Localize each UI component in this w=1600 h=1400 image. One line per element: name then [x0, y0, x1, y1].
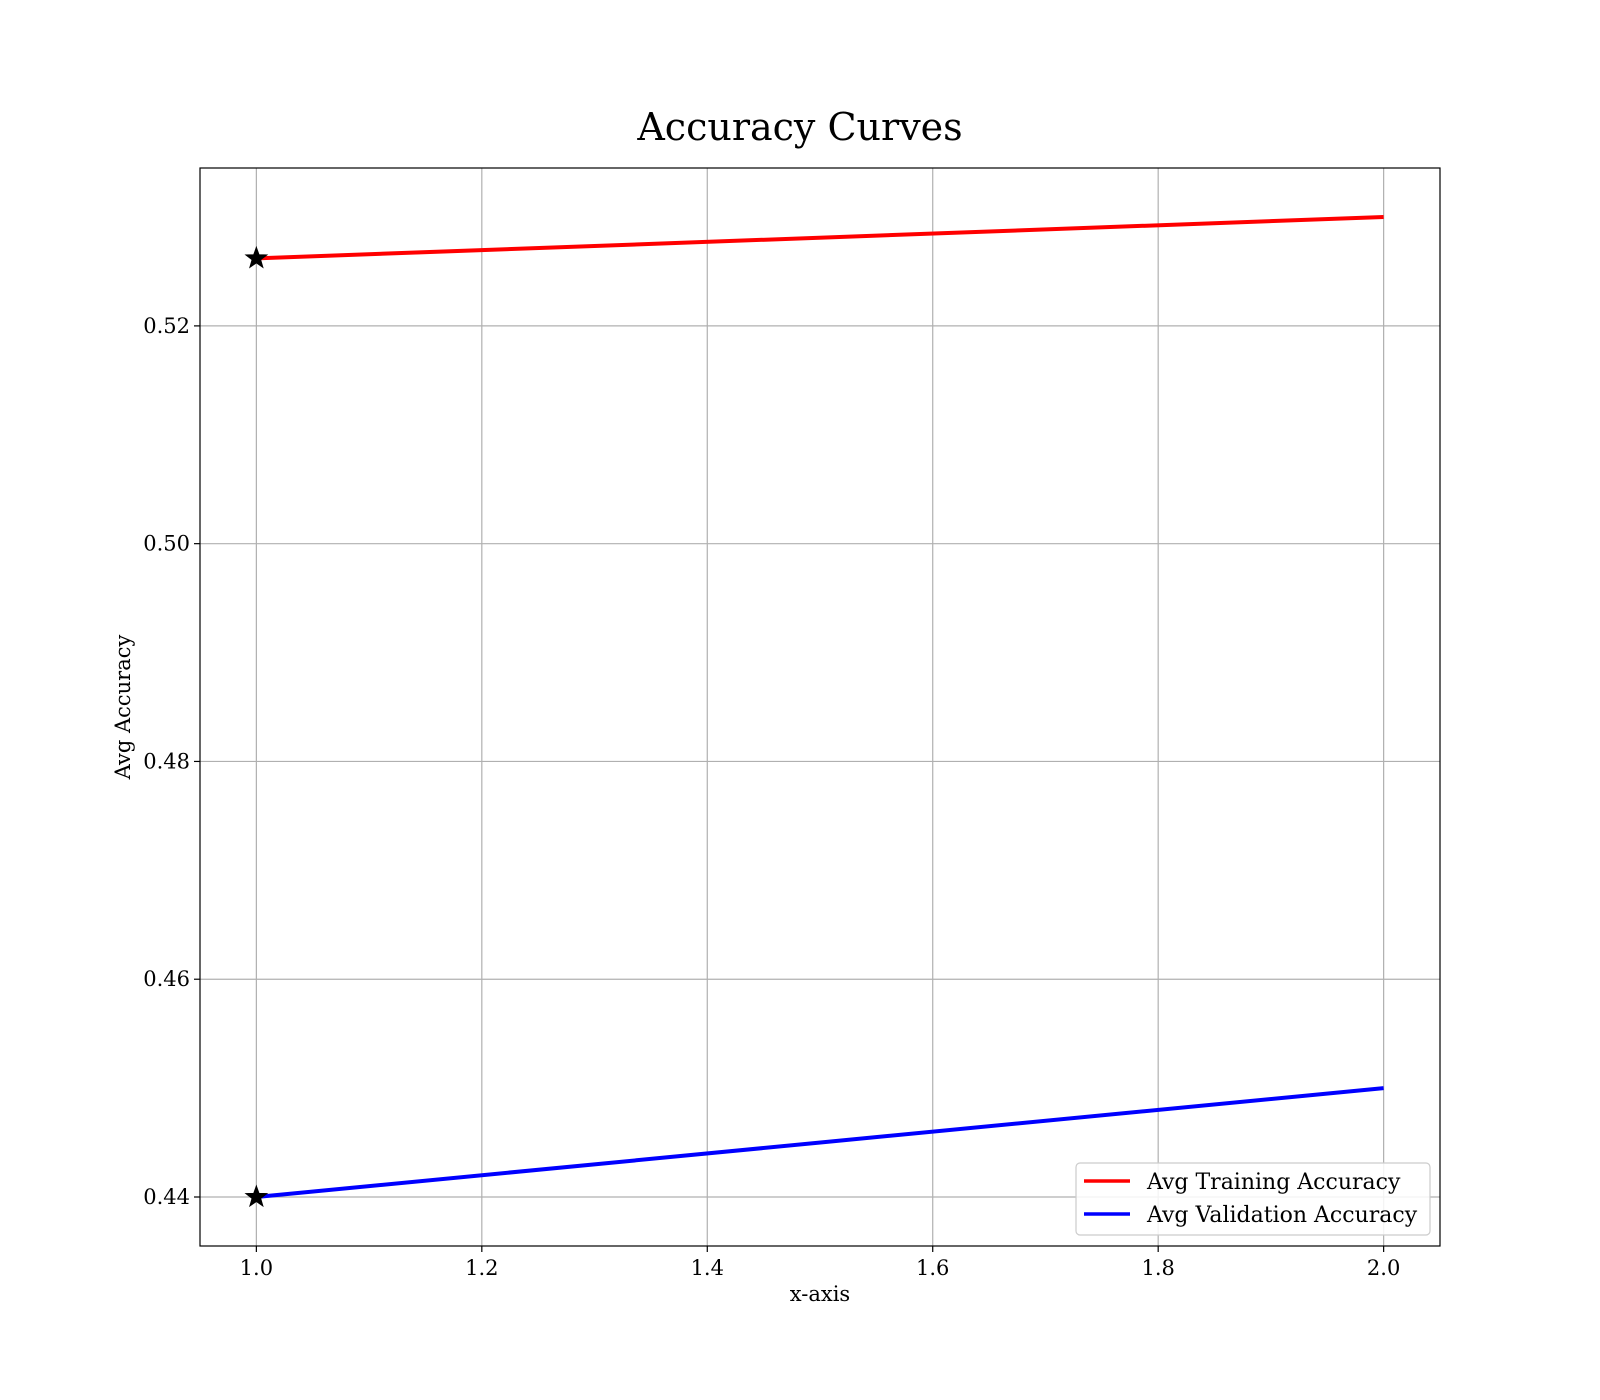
x-tick-label: 1.6 — [916, 1256, 949, 1280]
legend-box — [1075, 1162, 1431, 1236]
legend: Avg Training Accuracy Avg Validation Acc… — [1075, 1162, 1431, 1236]
series-layer — [244, 215, 1384, 1208]
series-line-validation — [256, 1086, 1384, 1199]
x-axis-ticks: 1.0 1.2 1.4 1.6 1.8 2.0 — [240, 1246, 1400, 1280]
y-tick-label: 0.52 — [143, 314, 190, 338]
y-tick-label: 0.48 — [143, 749, 190, 773]
y-axis-label: Avg Accuracy — [111, 635, 135, 781]
best-point-star-marker — [244, 1184, 269, 1208]
y-tick-label: 0.46 — [143, 967, 190, 991]
legend-label-validation: Avg Validation Accuracy — [1146, 1203, 1418, 1228]
x-axis-label: x-axis — [790, 1282, 850, 1306]
legend-label-training: Avg Training Accuracy — [1146, 1170, 1401, 1195]
x-tick-label: 1.8 — [1141, 1256, 1174, 1280]
best-point-star-marker — [244, 245, 269, 269]
x-tick-label: 2.0 — [1367, 1256, 1400, 1280]
y-tick-label: 0.44 — [143, 1185, 190, 1209]
x-tick-label: 1.2 — [465, 1256, 498, 1280]
x-tick-label: 1.0 — [240, 1256, 273, 1280]
plot-frame — [199, 167, 1441, 1247]
y-axis-ticks: 0.44 0.46 0.48 0.50 0.52 — [143, 314, 200, 1209]
grid-lines — [200, 168, 1440, 1246]
chart-title: Accuracy Curves — [636, 105, 962, 149]
series-line-training — [256, 215, 1384, 261]
y-tick-label: 0.50 — [143, 532, 190, 556]
x-tick-label: 1.4 — [691, 1256, 724, 1280]
